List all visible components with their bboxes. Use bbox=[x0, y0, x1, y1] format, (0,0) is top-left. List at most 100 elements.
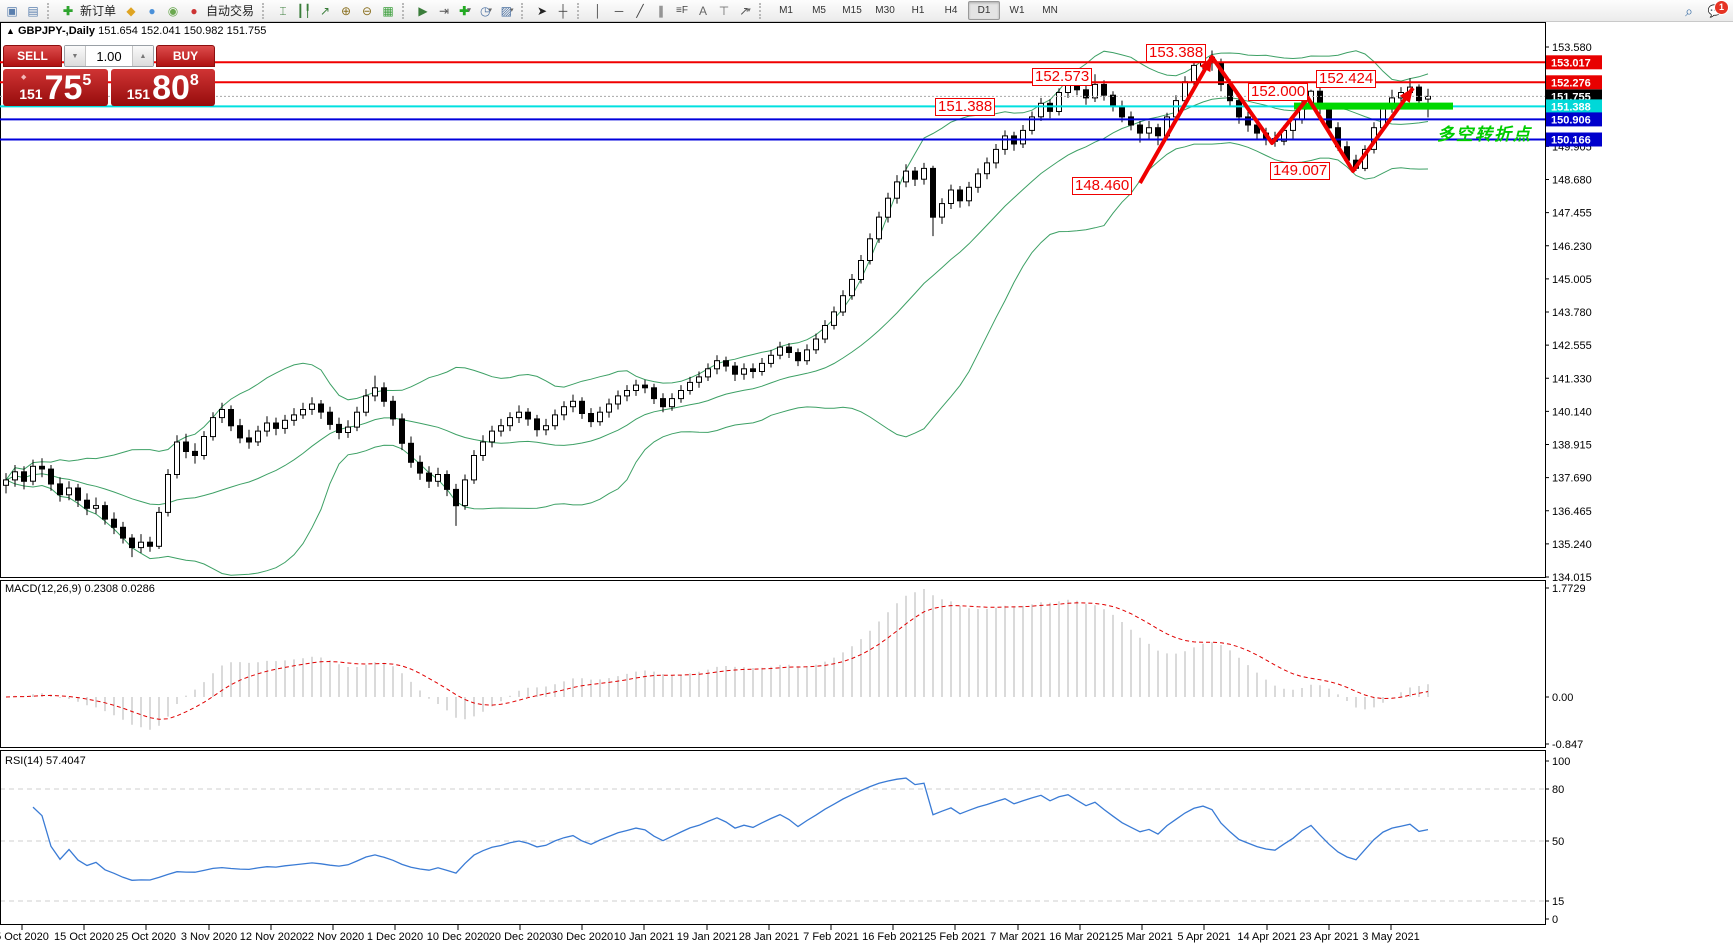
fibonacci-icon[interactable]: ≡F bbox=[676, 4, 688, 16]
price-axis[interactable] bbox=[1546, 22, 1733, 925]
notification-badge: 1 bbox=[1714, 0, 1729, 15]
notifications-button[interactable]: 💬 1 bbox=[1705, 0, 1729, 20]
price-callout-label[interactable]: 152.424 bbox=[1316, 70, 1377, 88]
ohlc-high: 152.041 bbox=[140, 25, 181, 37]
spread-diamond-icon: ◆ bbox=[21, 74, 27, 81]
svg-text:10 Jan 2021: 10 Jan 2021 bbox=[614, 931, 675, 943]
svg-text:16 Mar 2021: 16 Mar 2021 bbox=[1049, 931, 1111, 943]
candles-layer bbox=[3, 47, 1431, 558]
svg-text:140.140: 140.140 bbox=[1552, 406, 1592, 418]
turning-point-annotation[interactable]: 多空转折点 bbox=[1437, 125, 1532, 144]
candle-chart-icon[interactable]: ┃╿ bbox=[296, 3, 312, 18]
rsi-pane bbox=[1, 777, 1544, 902]
sell-price-box[interactable]: ◆ 151 75 5 bbox=[3, 69, 108, 106]
symbol-name: GBPJPY-,Daily bbox=[17, 25, 96, 37]
crosshair-icon[interactable]: ┼ bbox=[558, 3, 568, 18]
toolbar-separator bbox=[521, 2, 528, 19]
turning-point-line bbox=[1294, 102, 1453, 110]
svg-text:14 Apr 2021: 14 Apr 2021 bbox=[1237, 931, 1296, 943]
collapse-triangle-icon[interactable]: ▲ bbox=[6, 26, 15, 36]
price-callout-label[interactable]: 153.388 bbox=[1146, 44, 1207, 62]
timeframe-button-m5[interactable]: M5 bbox=[812, 5, 826, 16]
svg-text:10 Dec 2020: 10 Dec 2020 bbox=[427, 931, 489, 943]
svg-text:3 May 2021: 3 May 2021 bbox=[1362, 931, 1419, 943]
svg-text:147.455: 147.455 bbox=[1552, 208, 1592, 220]
svg-text:7 Mar 2021: 7 Mar 2021 bbox=[990, 931, 1046, 943]
price-callout-label[interactable]: 152.000 bbox=[1248, 83, 1309, 101]
svg-text:22 Nov 2020: 22 Nov 2020 bbox=[302, 931, 364, 943]
timeframe-button-d1[interactable]: D1 bbox=[968, 1, 1001, 20]
new-order-label[interactable]: 新订单 bbox=[80, 4, 117, 18]
timeframe-button-mn[interactable]: MN bbox=[1042, 5, 1058, 16]
metaeditor-icon[interactable]: ◆ bbox=[126, 3, 136, 18]
tile-windows-icon[interactable]: ▦ bbox=[382, 3, 394, 18]
sell-button[interactable]: SELL bbox=[3, 45, 62, 67]
new-order-icon[interactable]: ✚ bbox=[62, 3, 74, 18]
data-window-icon[interactable]: ▤ bbox=[27, 3, 39, 18]
price-callout-label[interactable]: 152.573 bbox=[1032, 68, 1093, 86]
timeframe-button-m30[interactable]: M30 bbox=[875, 5, 895, 16]
volume-spinner: ▼ 1.00 ▲ bbox=[64, 45, 154, 67]
price-callout-label[interactable]: 151.388 bbox=[935, 98, 996, 116]
navigator-icon[interactable]: ● bbox=[148, 3, 156, 18]
search-icon[interactable]: ⌕ bbox=[1685, 2, 1693, 19]
svg-text:28 Jan 2021: 28 Jan 2021 bbox=[739, 931, 800, 943]
svg-text:148.680: 148.680 bbox=[1552, 175, 1592, 187]
cursor-icon[interactable]: ➤ bbox=[537, 3, 548, 18]
svg-text:134.015: 134.015 bbox=[1552, 572, 1592, 584]
autotrading-label[interactable]: 自动交易 bbox=[206, 4, 255, 18]
svg-text:50: 50 bbox=[1552, 836, 1564, 848]
svg-text:16 Feb 2021: 16 Feb 2021 bbox=[862, 931, 924, 943]
svg-text:153.017: 153.017 bbox=[1551, 57, 1591, 69]
svg-text:19 Jan 2021: 19 Jan 2021 bbox=[677, 931, 738, 943]
label-icon[interactable]: ⊤ bbox=[718, 3, 730, 18]
templates-icon[interactable]: ▨ ▾ bbox=[500, 3, 514, 18]
chart-window-icon[interactable]: ▣ bbox=[6, 3, 18, 18]
macd-label: MACD(12,26,9) 0.2308 0.0286 bbox=[5, 583, 155, 595]
svg-text:138.915: 138.915 bbox=[1552, 440, 1592, 452]
text-icon[interactable]: A bbox=[699, 3, 708, 18]
buy-button[interactable]: BUY bbox=[156, 45, 215, 67]
rsi-line bbox=[32, 777, 1429, 881]
zoom-in-icon[interactable]: ⊕ bbox=[341, 3, 352, 18]
chart-shift-icon[interactable]: ⇥ bbox=[439, 3, 450, 18]
timeframe-button-h4[interactable]: H4 bbox=[944, 5, 958, 16]
signals-icon[interactable]: ◉ bbox=[167, 3, 179, 18]
trendline-icon[interactable]: ╱ bbox=[636, 3, 644, 18]
channel-icon[interactable]: ∥ bbox=[658, 3, 665, 18]
timeframe-button-m1[interactable]: M1 bbox=[779, 5, 793, 16]
arrows-icon[interactable]: ↗ ▾ bbox=[739, 3, 751, 18]
auto-scroll-icon[interactable]: ▶ bbox=[418, 3, 428, 18]
svg-text:0.00: 0.00 bbox=[1552, 692, 1573, 704]
bar-chart-icon[interactable]: ⌶ bbox=[279, 3, 287, 18]
svg-text:1 Dec 2020: 1 Dec 2020 bbox=[367, 931, 423, 943]
svg-text:150.906: 150.906 bbox=[1551, 114, 1591, 126]
horizontal-lines bbox=[0, 61, 1545, 141]
svg-text:12 Nov 2020: 12 Nov 2020 bbox=[240, 931, 302, 943]
timeframe-button-w1[interactable]: W1 bbox=[1009, 5, 1025, 16]
buy-price-box[interactable]: 151 80 8 bbox=[110, 69, 215, 106]
horizontal-line-icon[interactable]: ─ bbox=[614, 3, 624, 18]
timeframe-button-m15[interactable]: M15 bbox=[842, 5, 862, 16]
vertical-line-icon[interactable]: │ bbox=[594, 3, 602, 18]
macd-histogram bbox=[5, 589, 1429, 730]
volume-input[interactable]: 1.00 bbox=[96, 48, 122, 64]
periods-icon[interactable]: ◷ ▾ bbox=[480, 3, 493, 18]
zigzag-trend-arrows bbox=[1138, 55, 1415, 184]
line-chart-icon[interactable]: ↗ bbox=[320, 3, 331, 18]
timeframe-button-h1[interactable]: H1 bbox=[911, 5, 925, 16]
zoom-out-icon[interactable]: ⊖ bbox=[362, 3, 373, 18]
svg-text:136.465: 136.465 bbox=[1552, 506, 1592, 518]
volume-increase-button[interactable]: ▲ bbox=[132, 46, 153, 66]
volume-decrease-button[interactable]: ▼ bbox=[65, 46, 86, 66]
autotrading-icon[interactable]: ● bbox=[190, 3, 198, 18]
price-callout-label[interactable]: 149.007 bbox=[1270, 162, 1331, 180]
svg-text:150.166: 150.166 bbox=[1551, 135, 1591, 147]
buy-price-point: 8 bbox=[189, 72, 199, 89]
svg-text:15 Oct 2020: 15 Oct 2020 bbox=[54, 931, 114, 943]
price-callout-label[interactable]: 148.460 bbox=[1072, 177, 1133, 195]
time-axis[interactable] bbox=[0, 925, 1545, 945]
indicators-icon[interactable]: ✚ ▾ bbox=[459, 3, 471, 18]
